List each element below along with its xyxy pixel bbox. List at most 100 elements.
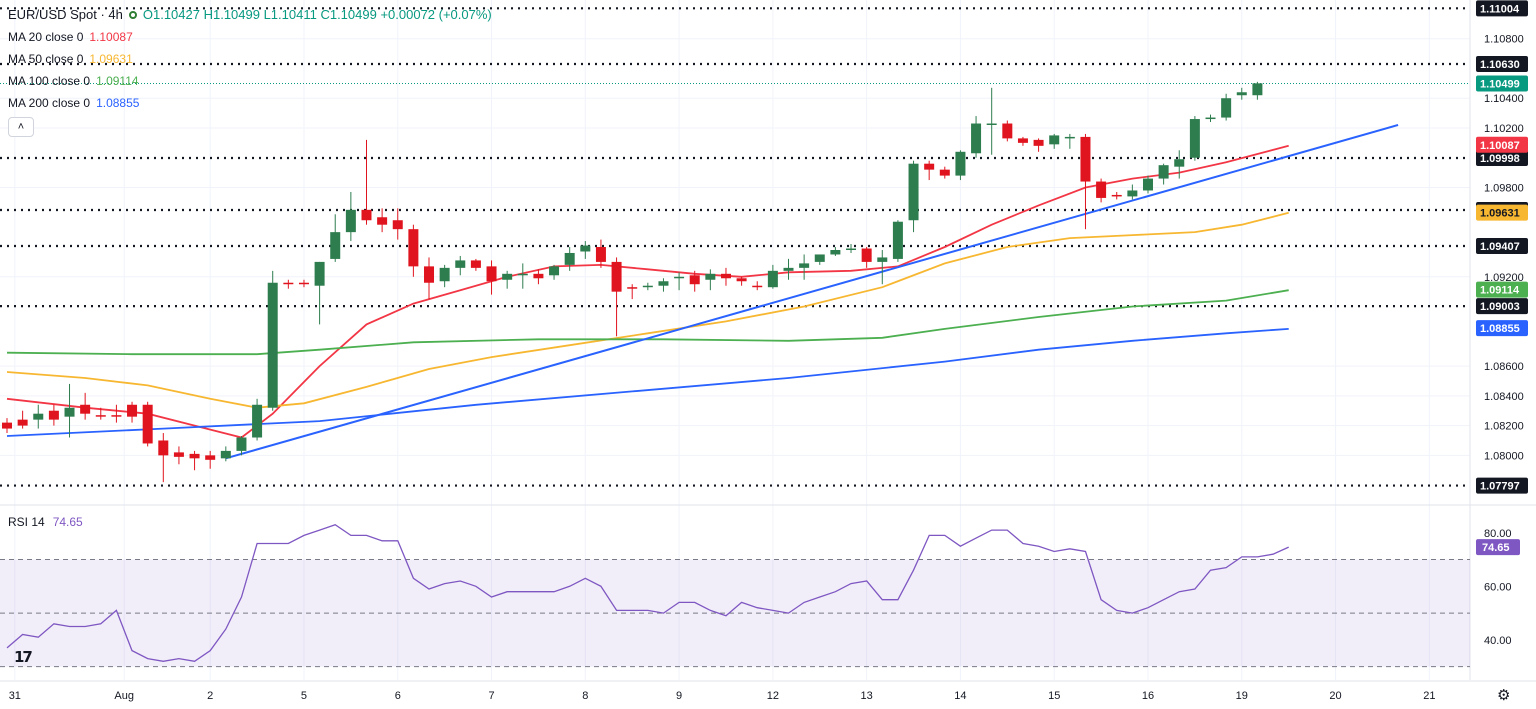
candle-body (1049, 135, 1060, 145)
candle-body (799, 263, 810, 268)
candle-body (392, 220, 403, 230)
candle (127, 401, 138, 423)
candle (799, 254, 810, 280)
gear-icon[interactable]: ⚙ (1497, 687, 1511, 704)
price-tick-label: 1.09800 (1484, 183, 1524, 195)
candle (892, 220, 903, 262)
candle (517, 263, 528, 289)
candle (1080, 133, 1091, 230)
candle (1127, 184, 1138, 200)
price-tag-label: 1.09114 (1480, 285, 1520, 297)
candle-body (1002, 123, 1013, 139)
candle-body (236, 437, 247, 451)
ma50-value: 1.09631 (89, 52, 133, 66)
ma200-value: 1.08855 (96, 96, 140, 110)
candle-body (955, 151, 966, 176)
candle (408, 224, 419, 277)
candle-body (627, 287, 638, 289)
price-tag-label: 1.10630 (1480, 59, 1520, 71)
tradingview-logo[interactable]: 17 (14, 648, 33, 666)
candle-body (814, 254, 825, 262)
time-tick-label: 21 (1423, 690, 1435, 702)
price-tick-label: 1.10400 (1484, 93, 1524, 105)
candle-body (205, 455, 216, 460)
candle-body (189, 453, 200, 459)
candle-body (361, 209, 372, 221)
candle (689, 270, 700, 292)
candle-body (439, 267, 450, 282)
candle (314, 261, 325, 325)
candle-body (220, 450, 231, 459)
candle (80, 392, 91, 420)
candle-body (1096, 181, 1107, 198)
candle-body (80, 404, 91, 414)
ohlc-values: O1.10427 H1.10499 L1.10411 C1.10499 +0.0… (142, 7, 492, 22)
candle (33, 404, 44, 429)
candle-body (1080, 136, 1091, 182)
indicator-price-tag: 1.10499 (1476, 75, 1528, 92)
rsi-tick-label: 60.00 (1484, 581, 1512, 593)
candle (877, 250, 888, 285)
chart-legend: EUR/USD Spot · 4h O1.10427 H1.10499 L1.1… (8, 4, 492, 114)
price-tag-label: 1.09407 (1480, 241, 1520, 253)
candle-body (720, 273, 731, 279)
candle (298, 279, 309, 288)
candle (345, 191, 356, 242)
candle (486, 260, 497, 295)
candle (971, 116, 982, 158)
rsi-legend[interactable]: RSI 14 74.65 (8, 515, 83, 529)
price-tag-label: 1.10087 (1480, 140, 1520, 152)
time-tick-label: 5 (301, 690, 307, 702)
candle-body (345, 209, 356, 233)
candle (142, 401, 153, 447)
candle-body (283, 282, 294, 285)
rsi-value: 74.65 (52, 515, 83, 529)
price-tag-label: 1.08855 (1480, 323, 1520, 335)
time-tick-label: 8 (582, 690, 588, 702)
candle (1205, 114, 1216, 123)
candle-body (830, 250, 841, 255)
ma50-legend[interactable]: MA 50 close 0 1.09631 (8, 48, 492, 70)
candles (2, 81, 1263, 483)
collapse-legend-button[interactable]: ˄ (8, 117, 34, 137)
candle (220, 446, 231, 462)
symbol-row: EUR/USD Spot · 4h O1.10427 H1.10499 L1.1… (8, 4, 492, 26)
time-tick-label: 7 (488, 690, 494, 702)
ma200-legend[interactable]: MA 200 close 0 1.08855 (8, 92, 492, 114)
time-tick-label: 12 (767, 690, 779, 702)
candle (564, 247, 575, 271)
candle (95, 407, 106, 420)
symbol-title[interactable]: EUR/USD Spot · 4h (8, 7, 123, 22)
candle (1096, 178, 1107, 203)
ma-line (6, 144, 1289, 439)
rsi-label: RSI 14 (8, 515, 45, 529)
candle-body (330, 232, 341, 259)
time-tick-label: 2 (207, 690, 213, 702)
price-tag-bg (1476, 75, 1528, 92)
candle-body (111, 415, 122, 417)
ma20-legend[interactable]: MA 20 close 0 1.10087 (8, 26, 492, 48)
level-price-tag: 1.07797 (1476, 477, 1528, 494)
price-tag-bg (1476, 204, 1528, 221)
candle-body (595, 247, 606, 262)
candle (814, 254, 825, 265)
candle-body (142, 404, 153, 444)
time-tick-label: Aug (114, 690, 134, 702)
candle-body (252, 404, 263, 438)
candle-body (424, 266, 435, 283)
candle (533, 269, 544, 285)
candle-body (767, 270, 778, 288)
candle-body (95, 415, 106, 417)
candle (1174, 150, 1185, 179)
candle (439, 264, 450, 288)
ma100-legend[interactable]: MA 100 close 0 1.09114 (8, 70, 492, 92)
candle (173, 446, 184, 465)
time-tick-label: 20 (1329, 690, 1341, 702)
candle-body (408, 229, 419, 267)
ma-line (6, 328, 1289, 437)
candle-body (1111, 194, 1122, 197)
candle (736, 276, 747, 286)
price-tag-bg (1476, 477, 1528, 494)
time-tick-label: 14 (954, 690, 966, 702)
